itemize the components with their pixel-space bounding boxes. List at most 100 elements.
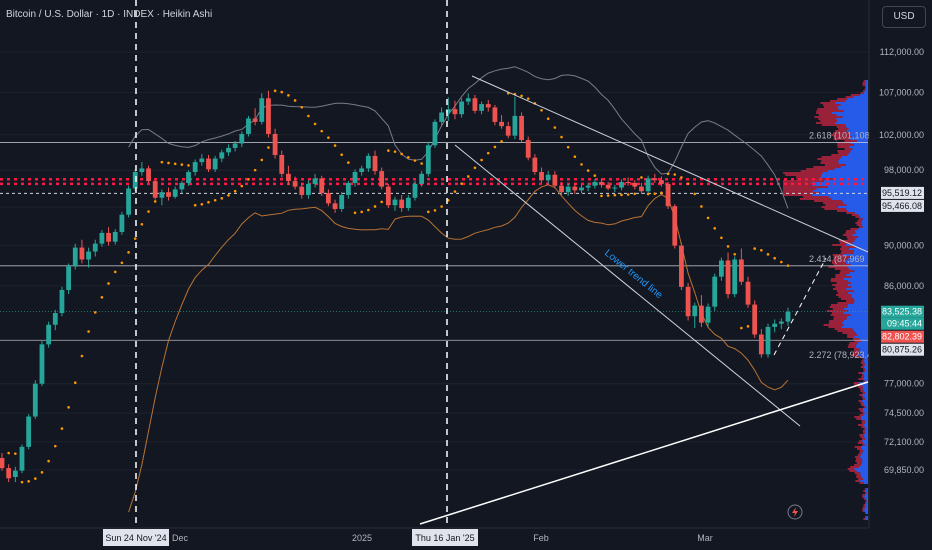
volume-profile-bar — [851, 276, 868, 278]
psar-dot — [34, 477, 37, 480]
candle-body — [725, 260, 731, 295]
volume-profile-bar — [854, 416, 861, 418]
volume-profile-bar — [863, 406, 866, 408]
volume-profile-bar — [853, 382, 859, 384]
volume-profile-bar — [847, 210, 868, 212]
candle-body — [385, 186, 391, 206]
y-axis-tick-label: 77,000.00 — [884, 379, 924, 389]
volume-profile-bar — [820, 120, 838, 122]
psar-dot — [160, 160, 164, 164]
volume-profile-bar — [795, 176, 821, 178]
price-label-box — [881, 199, 924, 212]
psar-dot — [400, 152, 403, 156]
volume-profile-bar — [863, 498, 866, 500]
volume-profile-bar — [861, 458, 868, 460]
currency-button[interactable]: USD — [882, 6, 926, 28]
psar-dot — [20, 480, 24, 484]
volume-profile-bar — [866, 488, 868, 490]
volume-profile-bar — [863, 360, 868, 362]
psar-dot — [293, 99, 297, 102]
psar-dot — [613, 193, 617, 197]
volume-profile-bar — [862, 358, 865, 360]
volume-profile-bar — [864, 380, 868, 382]
volume-profile-bar — [832, 254, 844, 256]
volume-profile-bar — [862, 226, 868, 228]
volume-profile-bar — [858, 424, 864, 426]
lightning-icon — [787, 504, 803, 520]
candle-body — [306, 183, 311, 195]
volume-profile-bar — [849, 342, 859, 344]
volume-profile-bar — [829, 306, 848, 308]
volume-profile-bar — [858, 218, 863, 220]
volume-profile-bar — [865, 506, 868, 508]
volume-profile-bar — [854, 330, 868, 332]
fib-labels: 2.618 (101,108 2.414 (87,969 2.272 (78,923… — [809, 131, 872, 360]
volume-profile-bar — [842, 200, 868, 202]
candle-body — [79, 247, 85, 260]
volume-profile-bar — [824, 164, 846, 166]
candle-body — [512, 115, 518, 136]
volume-profile-bar — [864, 422, 868, 424]
volume-profile-bar — [850, 132, 868, 134]
candle-body — [525, 140, 531, 158]
volume-profile-bar — [845, 124, 868, 126]
volume-profile-bar — [857, 354, 868, 356]
volume-profile-bar — [860, 436, 865, 438]
volume-profile-bar — [842, 322, 868, 324]
volume-profile-bar — [849, 272, 868, 274]
volume-profile-bar — [862, 84, 866, 86]
volume-profile-bar — [821, 124, 846, 126]
y-axis-background — [869, 0, 932, 550]
volume-profile-bar — [858, 214, 868, 216]
volume-profile-bar — [850, 264, 868, 266]
volume-profile-bar — [811, 182, 868, 184]
volume-profile-bar — [861, 220, 868, 222]
candle-body — [672, 206, 678, 246]
psar-dot — [187, 164, 190, 167]
volume-profile-bar — [820, 102, 836, 104]
volume-profile-bar — [861, 384, 868, 386]
volume-profile-bar — [862, 496, 865, 498]
psar-dot — [273, 89, 277, 93]
volume-profile-bar — [783, 192, 820, 194]
psar-dot — [706, 216, 710, 220]
volume-profile-bar — [859, 348, 868, 350]
volume-profile-bar — [851, 296, 868, 298]
psar-dot — [553, 126, 557, 129]
volume-profile-bar — [852, 148, 868, 150]
y-axis-tick-label: 102,000.00 — [879, 130, 924, 140]
psar-dot — [466, 175, 470, 178]
volume-profile-bar — [860, 92, 864, 94]
candle-body — [452, 109, 458, 115]
volume-profile-bar — [853, 252, 868, 254]
volume-profile-bar — [833, 132, 851, 134]
candle-body — [286, 173, 291, 182]
volume-profile-bar — [829, 320, 844, 322]
volume-profile-bar — [828, 196, 868, 198]
volume-profile-bar — [837, 144, 855, 146]
psar-dot — [367, 208, 370, 212]
candle-body — [6, 468, 12, 479]
volume-profile-bar — [859, 388, 863, 390]
volume-profile-bar — [856, 140, 868, 142]
volume-profile-bar — [835, 130, 847, 132]
volume-profile-bar — [865, 370, 868, 372]
volume-profile-bar — [846, 262, 868, 264]
volume-profile-bar — [853, 250, 868, 252]
y-axis-tick-label: 69,850.00 — [884, 465, 924, 475]
volume-profile-bar — [841, 246, 856, 248]
psar-dot — [413, 159, 417, 162]
volume-profile-bar — [845, 96, 854, 98]
candle-body — [732, 259, 738, 295]
candle-body — [52, 313, 58, 325]
candle-body — [266, 98, 271, 134]
volume-profile-bar — [854, 230, 868, 232]
candle-body — [299, 186, 305, 195]
psar-dot — [113, 270, 117, 274]
volume-profile-bar — [850, 150, 868, 152]
psar-dot — [646, 192, 650, 196]
volume-profile-bar — [836, 290, 854, 292]
volume-profile-bar — [836, 210, 848, 212]
bollinger-upper — [128, 66, 789, 209]
